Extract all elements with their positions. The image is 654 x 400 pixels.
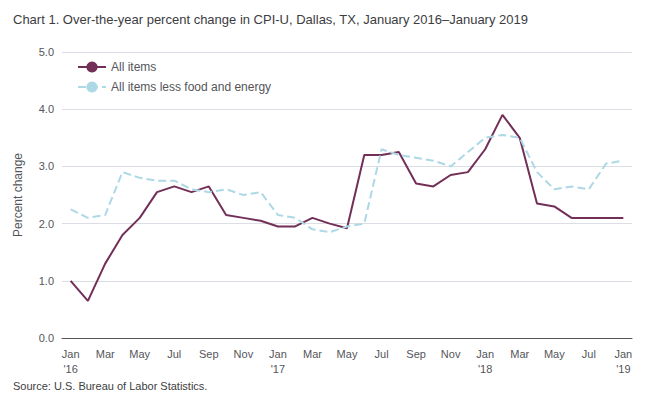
svg-text:Chart 1. Over-the-year percent: Chart 1. Over-the-year percent change in… xyxy=(13,12,528,27)
svg-text:4.0: 4.0 xyxy=(39,103,54,115)
svg-text:1.0: 1.0 xyxy=(39,275,54,287)
svg-text:'18: '18 xyxy=(478,363,492,375)
svg-text:Jan: Jan xyxy=(476,348,494,360)
svg-text:'19: '19 xyxy=(616,363,630,375)
svg-text:'16: '16 xyxy=(63,363,77,375)
svg-text:Source: U.S. Bureau of Labor S: Source: U.S. Bureau of Labor Statistics. xyxy=(13,380,207,392)
svg-text:Mar: Mar xyxy=(96,348,115,360)
svg-text:2.0: 2.0 xyxy=(39,218,54,230)
svg-text:Jul: Jul xyxy=(582,348,596,360)
svg-text:May: May xyxy=(544,348,565,360)
svg-text:'17: '17 xyxy=(271,363,285,375)
svg-text:Nov: Nov xyxy=(441,348,461,360)
svg-text:0.0: 0.0 xyxy=(39,332,54,344)
svg-text:5.0: 5.0 xyxy=(39,46,54,58)
svg-text:All items less food and energy: All items less food and energy xyxy=(111,80,271,94)
svg-text:Jan: Jan xyxy=(62,348,80,360)
svg-text:Jul: Jul xyxy=(167,348,181,360)
svg-text:3.0: 3.0 xyxy=(39,160,54,172)
svg-text:Jan: Jan xyxy=(614,348,632,360)
svg-text:All items: All items xyxy=(111,60,156,74)
svg-text:Sep: Sep xyxy=(406,348,426,360)
svg-text:May: May xyxy=(337,348,358,360)
svg-text:Percent change: Percent change xyxy=(11,153,25,237)
svg-text:Jan: Jan xyxy=(269,348,287,360)
svg-text:Sep: Sep xyxy=(199,348,219,360)
svg-text:Jul: Jul xyxy=(375,348,389,360)
svg-text:May: May xyxy=(129,348,150,360)
svg-text:Mar: Mar xyxy=(510,348,529,360)
svg-text:Mar: Mar xyxy=(303,348,322,360)
svg-text:Nov: Nov xyxy=(234,348,254,360)
